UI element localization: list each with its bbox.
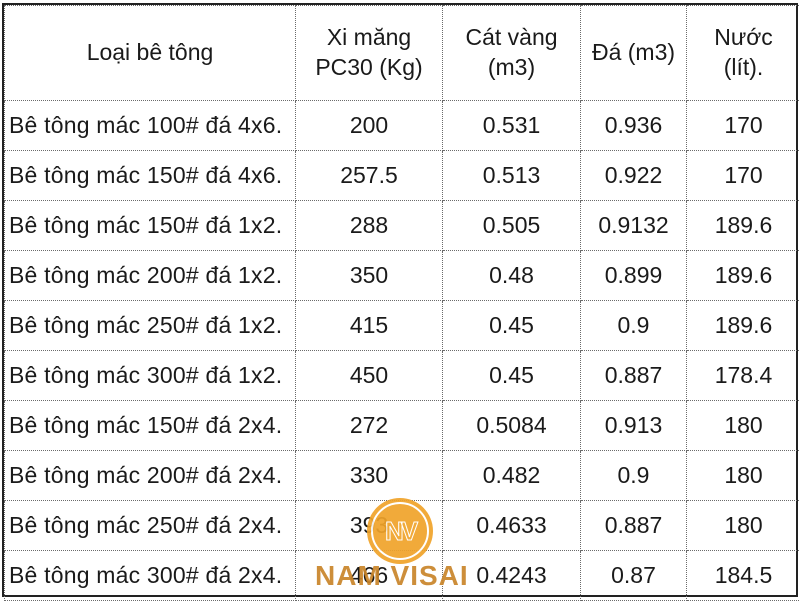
cell-cement: 450 [296,351,443,401]
cell-stone: 0.922 [581,151,687,201]
cell-cement: 415 [296,301,443,351]
cell-cement: 330 [296,451,443,501]
cell-concrete-type: Bê tông mác 150# đá 1x2. [5,201,296,251]
cell-sand: 0.513 [443,151,581,201]
cell-sand: 0.4243 [443,551,581,601]
cell-stone: 0.9 [581,451,687,501]
cell-water: 180 [687,501,800,551]
cell-concrete-type: Bê tông mác 150# đá 2x4. [5,401,296,451]
cell-concrete-type: Bê tông mác 300# đá 1x2. [5,351,296,401]
cell-water: 189.6 [687,201,800,251]
concrete-mix-table: Loại bê tông Xi măng PC30 (Kg) Cát vàng … [4,5,800,601]
cell-concrete-type: Bê tông mác 200# đá 1x2. [5,251,296,301]
table-row: Bê tông mác 300# đá 1x2. 450 0.45 0.887 … [5,351,800,401]
cell-sand: 0.482 [443,451,581,501]
cell-sand: 0.531 [443,101,581,151]
table-row: Bê tông mác 100# đá 4x6. 200 0.531 0.936… [5,101,800,151]
header-concrete-type: Loại bê tông [5,6,296,101]
cell-stone: 0.87 [581,551,687,601]
cell-sand: 0.45 [443,301,581,351]
cell-stone: 0.936 [581,101,687,151]
header-stone: Đá (m3) [581,6,687,101]
table-row: Bê tông mác 250# đá 2x4. 393 0.4633 0.88… [5,501,800,551]
cell-sand: 0.45 [443,351,581,401]
cell-water: 189.6 [687,301,800,351]
cell-concrete-type: Bê tông mác 250# đá 1x2. [5,301,296,351]
cell-water: 180 [687,401,800,451]
cell-concrete-type: Bê tông mác 250# đá 2x4. [5,501,296,551]
cell-cement: 393 [296,501,443,551]
cell-stone: 0.9 [581,301,687,351]
header-water: Nước (lít). [687,6,800,101]
table-row: Bê tông mác 150# đá 4x6. 257.5 0.513 0.9… [5,151,800,201]
table-row: Bê tông mác 200# đá 2x4. 330 0.482 0.9 1… [5,451,800,501]
cell-sand: 0.48 [443,251,581,301]
cell-water: 178.4 [687,351,800,401]
concrete-mix-table-container: Loại bê tông Xi măng PC30 (Kg) Cát vàng … [2,3,798,597]
cell-water: 180 [687,451,800,501]
cell-stone: 0.913 [581,401,687,451]
header-cement: Xi măng PC30 (Kg) [296,6,443,101]
cell-cement: 272 [296,401,443,451]
header-sand: Cát vàng (m3) [443,6,581,101]
cell-cement: 466 [296,551,443,601]
cell-stone: 0.9132 [581,201,687,251]
cell-water: 189.6 [687,251,800,301]
cell-water: 170 [687,101,800,151]
cell-cement: 200 [296,101,443,151]
header-row: Loại bê tông Xi măng PC30 (Kg) Cát vàng … [5,6,800,101]
table-row: Bê tông mác 150# đá 1x2. 288 0.505 0.913… [5,201,800,251]
cell-concrete-type: Bê tông mác 150# đá 4x6. [5,151,296,201]
cell-concrete-type: Bê tông mác 300# đá 2x4. [5,551,296,601]
table-row: Bê tông mác 300# đá 2x4. 466 0.4243 0.87… [5,551,800,601]
table-row: Bê tông mác 200# đá 1x2. 350 0.48 0.899 … [5,251,800,301]
cell-sand: 0.5084 [443,401,581,451]
table-row: Bê tông mác 150# đá 2x4. 272 0.5084 0.91… [5,401,800,451]
cell-water: 170 [687,151,800,201]
cell-water: 184.5 [687,551,800,601]
cell-sand: 0.505 [443,201,581,251]
cell-concrete-type: Bê tông mác 100# đá 4x6. [5,101,296,151]
cell-cement: 288 [296,201,443,251]
cell-stone: 0.887 [581,351,687,401]
cell-cement: 257.5 [296,151,443,201]
cell-stone: 0.887 [581,501,687,551]
table-row: Bê tông mác 250# đá 1x2. 415 0.45 0.9 18… [5,301,800,351]
cell-concrete-type: Bê tông mác 200# đá 2x4. [5,451,296,501]
cell-cement: 350 [296,251,443,301]
cell-sand: 0.4633 [443,501,581,551]
cell-stone: 0.899 [581,251,687,301]
